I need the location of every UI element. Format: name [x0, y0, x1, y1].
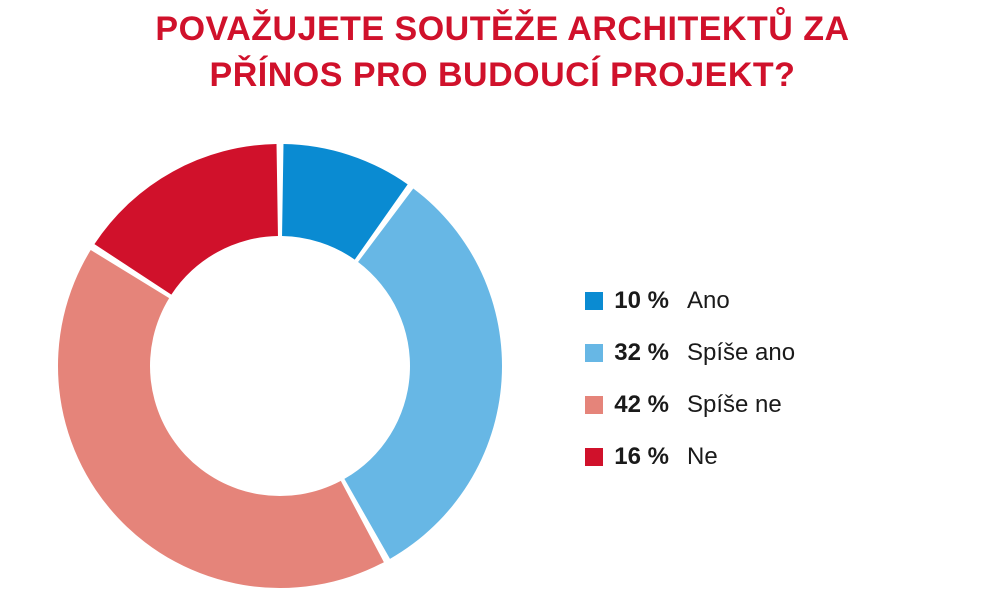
legend-label-spise-ne: Spíše ne — [687, 391, 782, 418]
donut-slice-spíše-ne — [57, 250, 384, 589]
legend-value-spise-ne: 42 % — [614, 391, 669, 418]
donut-slice-ne — [94, 144, 278, 295]
donut-slice-spíše-ano — [344, 188, 503, 559]
legend-item-spise-ne: 42 % Spíše ne — [585, 379, 795, 431]
legend-swatch-ano — [585, 292, 603, 310]
legend-swatch-spise-ano — [585, 344, 603, 362]
chart-title: POVAŽUJETE SOUTĚŽE ARCHITEKTŮ ZA PŘÍNOS … — [0, 6, 1005, 98]
legend-value-ne: 16 % — [614, 443, 669, 470]
legend-item-ano: 10 % Ano — [585, 275, 795, 327]
legend-label-spise-ano: Spíše ano — [687, 339, 796, 366]
chart-title-line-2: PŘÍNOS PRO BUDOUCÍ PROJEKT? — [209, 56, 796, 94]
legend-value-spise-ano: 32 % — [614, 339, 669, 366]
legend-swatch-ne — [585, 448, 603, 466]
legend-value-ano: 10 % — [614, 287, 669, 314]
donut-slice-ano — [282, 144, 408, 260]
legend: 10 % Ano 32 % Spíše ano 42 % Spíše ne 16… — [585, 275, 795, 483]
legend-label-ano: Ano — [687, 287, 730, 314]
legend-label-ne: Ne — [687, 443, 718, 470]
chart-title-line-1: POVAŽUJETE SOUTĚŽE ARCHITEKTŮ ZA — [155, 10, 850, 48]
legend-swatch-spise-ne — [585, 396, 603, 414]
legend-item-ne: 16 % Ne — [585, 431, 795, 483]
legend-item-spise-ano: 32 % Spíše ano — [585, 327, 795, 379]
